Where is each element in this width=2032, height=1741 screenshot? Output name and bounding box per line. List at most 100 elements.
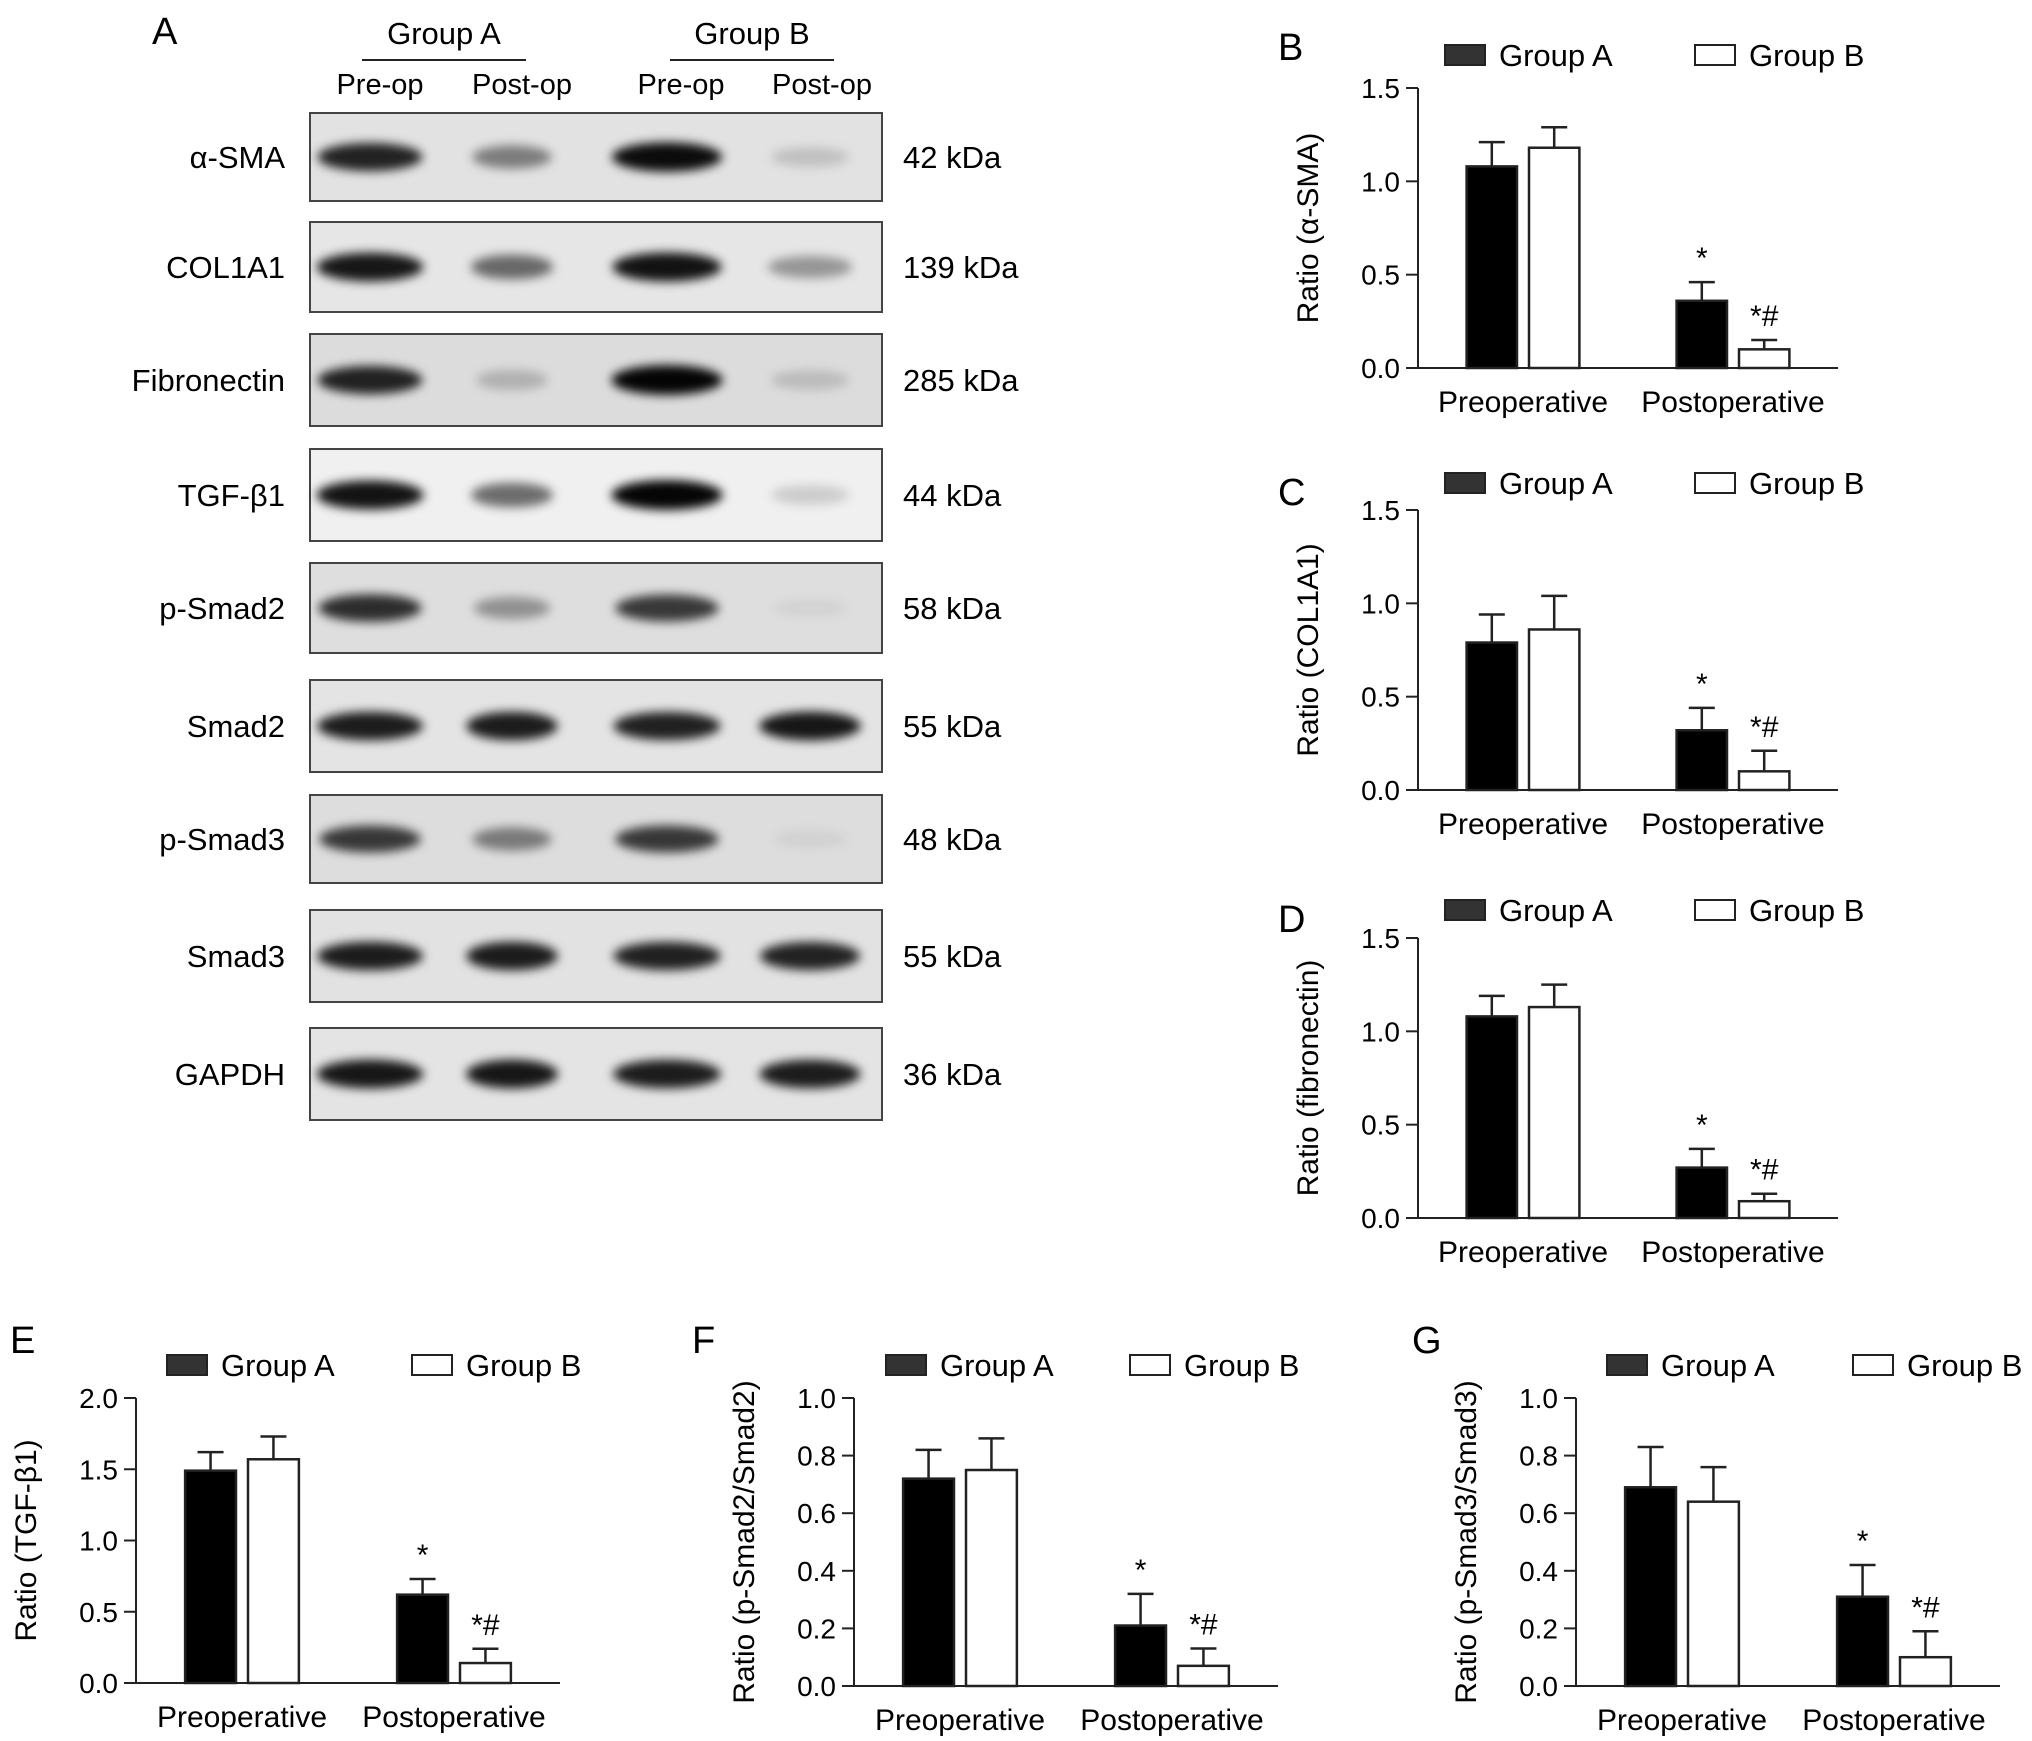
blot-band xyxy=(613,941,721,971)
bar xyxy=(1737,770,1791,792)
blot-band xyxy=(316,711,424,741)
bar xyxy=(964,1468,1019,1688)
blot-band xyxy=(466,711,558,741)
y-tick-label: 0.0 xyxy=(79,1668,118,1699)
y-axis-label: Ratio (COL1A1) xyxy=(1292,543,1325,756)
panel-letter: C xyxy=(1278,472,1305,514)
protein-label: p-Smad3 xyxy=(159,822,285,857)
legend-entry: Group A xyxy=(940,1348,1054,1383)
protein-label: p-Smad2 xyxy=(159,591,285,626)
blot-band xyxy=(767,255,853,279)
molecular-weight-label: 58 kDa xyxy=(903,591,1002,626)
blot-band xyxy=(770,147,850,167)
lane-label: Post-op xyxy=(772,69,872,101)
x-tick-label: Postoperative xyxy=(1641,386,1824,419)
y-tick-label: 1.0 xyxy=(797,1383,836,1414)
significance-marker: * xyxy=(1696,242,1708,275)
blot-band xyxy=(465,1059,559,1089)
bar xyxy=(1623,1486,1678,1688)
legend-swatch xyxy=(166,1354,208,1376)
blot-band xyxy=(466,941,558,971)
y-axis-label: Ratio (p-Smad3/Smad3) xyxy=(1450,1380,1483,1703)
blot-band xyxy=(317,142,423,172)
blot-band xyxy=(316,941,424,971)
lane-label: Pre-op xyxy=(637,69,724,101)
molecular-weight-label: 139 kDa xyxy=(903,250,1019,285)
bar xyxy=(1898,1655,1953,1688)
x-tick-label: Preoperative xyxy=(1438,808,1608,841)
blot-row: COL1A1 139 kDa xyxy=(166,221,1019,313)
y-tick-label: 1.0 xyxy=(1361,1016,1400,1047)
y-tick-label: 0.6 xyxy=(1519,1498,1558,1529)
legend-swatch xyxy=(1444,44,1486,66)
x-tick-label: Postoperative xyxy=(1641,808,1824,841)
y-tick-label: 0.5 xyxy=(1361,260,1400,291)
y-tick-label: 1.0 xyxy=(1361,166,1400,197)
blot-band xyxy=(316,1059,424,1089)
y-tick-label: 0.0 xyxy=(1519,1671,1558,1702)
significance-marker: *# xyxy=(1750,711,1779,744)
bar xyxy=(1675,729,1729,792)
blot-band xyxy=(770,485,850,505)
molecular-weight-label: 42 kDa xyxy=(903,140,1002,175)
legend-swatch xyxy=(1694,44,1736,66)
legend-entry: Group A xyxy=(221,1348,335,1383)
legend-entry: Group A xyxy=(1499,893,1613,928)
blot-band xyxy=(316,480,424,510)
significance-marker: * xyxy=(1696,1109,1708,1142)
protein-label: α-SMA xyxy=(190,140,286,175)
blot-row: p-Smad2 58 kDa xyxy=(159,562,1002,654)
blot-band xyxy=(615,825,719,853)
bar xyxy=(1465,165,1519,370)
bar xyxy=(246,1458,301,1685)
blot-band xyxy=(759,1059,861,1089)
significance-marker: * xyxy=(1135,1554,1147,1587)
y-tick-label: 0.6 xyxy=(797,1498,836,1529)
bar xyxy=(1737,348,1791,370)
legend-swatch xyxy=(1606,1354,1648,1376)
y-axis-label: Ratio (fibronectin) xyxy=(1292,960,1325,1197)
protein-label: Smad2 xyxy=(187,709,285,744)
legend-entry: Group B xyxy=(1184,1348,1299,1383)
chart-panel-e: E Group A Group B 0.0 0.5 1.0 1.5 2.0 Ratio (TGF… xyxy=(10,1320,581,1734)
significance-marker: *# xyxy=(471,1609,500,1642)
blot-band xyxy=(470,254,554,280)
x-tick-label: Preoperative xyxy=(1438,1236,1608,1269)
blot-band xyxy=(613,711,721,741)
panel-letter: B xyxy=(1278,27,1303,69)
blot-row: Smad3 55 kDa xyxy=(187,909,1002,1003)
blot-band xyxy=(611,480,723,510)
significance-marker: *# xyxy=(1189,1609,1218,1642)
molecular-weight-label: 285 kDa xyxy=(903,363,1019,398)
y-tick-label: 1.5 xyxy=(79,1454,118,1485)
protein-label: GAPDH xyxy=(175,1057,285,1092)
significance-marker: *# xyxy=(1750,300,1779,333)
x-tick-label: Preoperative xyxy=(1597,1704,1767,1737)
y-tick-label: 0.0 xyxy=(1361,775,1400,806)
blot-band xyxy=(611,365,723,395)
bar xyxy=(901,1477,956,1688)
legend-swatch xyxy=(1444,899,1486,921)
y-tick-label: 2.0 xyxy=(79,1383,118,1414)
legend-swatch xyxy=(1694,472,1736,494)
x-tick-label: Postoperative xyxy=(362,1701,545,1734)
blot-band xyxy=(316,252,424,282)
bar xyxy=(1835,1595,1890,1688)
y-tick-label: 0.4 xyxy=(797,1556,836,1587)
panel-letter-a: A xyxy=(152,11,178,53)
protein-label: TGF-β1 xyxy=(178,478,285,513)
legend-entry: Group A xyxy=(1499,466,1613,501)
legend-swatch xyxy=(1444,472,1486,494)
blot-band xyxy=(611,142,723,172)
group-header-label: Group A xyxy=(387,16,501,51)
blot-row: Fibronectin 285 kDa xyxy=(132,333,1019,427)
y-tick-label: 1.5 xyxy=(1361,923,1400,954)
bar xyxy=(458,1661,513,1685)
y-tick-label: 1.0 xyxy=(79,1526,118,1557)
bar xyxy=(1465,641,1519,792)
legend-swatch xyxy=(411,1354,453,1376)
y-tick-label: 1.5 xyxy=(1361,73,1400,104)
y-tick-label: 0.4 xyxy=(1519,1556,1558,1587)
molecular-weight-label: 44 kDa xyxy=(903,478,1002,513)
